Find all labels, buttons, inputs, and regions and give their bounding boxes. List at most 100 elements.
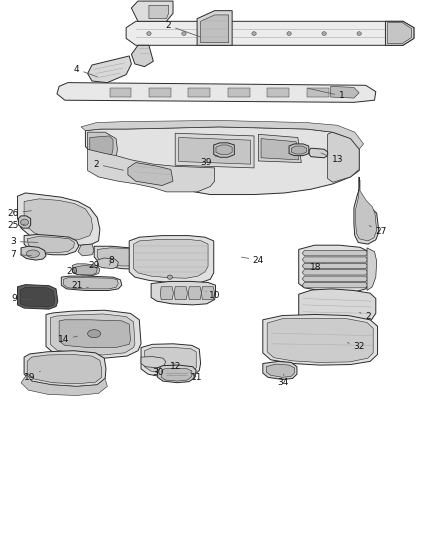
Text: 20: 20	[67, 268, 83, 276]
Polygon shape	[263, 361, 297, 379]
Polygon shape	[88, 149, 215, 192]
Polygon shape	[267, 88, 289, 97]
Text: 29: 29	[88, 261, 104, 270]
Text: 3: 3	[10, 237, 38, 246]
Text: 12: 12	[170, 362, 181, 371]
Polygon shape	[263, 314, 378, 365]
Polygon shape	[18, 216, 31, 228]
Polygon shape	[158, 365, 196, 383]
Polygon shape	[131, 45, 153, 67]
Polygon shape	[131, 1, 173, 21]
Text: 1: 1	[308, 88, 345, 100]
Text: 2: 2	[94, 160, 124, 170]
Polygon shape	[302, 282, 368, 288]
Polygon shape	[145, 348, 196, 375]
Polygon shape	[331, 86, 359, 98]
Polygon shape	[27, 237, 74, 253]
Polygon shape	[388, 22, 412, 44]
Text: 39: 39	[200, 155, 218, 167]
Polygon shape	[24, 199, 93, 239]
Polygon shape	[134, 239, 208, 278]
Text: 27: 27	[369, 225, 387, 236]
Text: 11: 11	[191, 373, 203, 382]
Polygon shape	[126, 21, 414, 45]
Polygon shape	[94, 246, 152, 269]
Text: 13: 13	[321, 153, 343, 164]
Polygon shape	[367, 248, 377, 290]
Ellipse shape	[357, 31, 361, 35]
Polygon shape	[88, 56, 131, 83]
Polygon shape	[385, 21, 414, 45]
Text: 34: 34	[277, 374, 288, 387]
Polygon shape	[302, 263, 368, 269]
Polygon shape	[59, 320, 131, 348]
Polygon shape	[97, 248, 148, 266]
Polygon shape	[289, 144, 309, 156]
Polygon shape	[97, 258, 118, 269]
Polygon shape	[85, 127, 359, 195]
Ellipse shape	[252, 31, 256, 35]
Polygon shape	[302, 251, 368, 256]
Polygon shape	[149, 5, 169, 19]
Polygon shape	[354, 177, 379, 244]
Polygon shape	[201, 287, 215, 300]
Text: 14: 14	[58, 335, 78, 344]
Polygon shape	[64, 278, 118, 289]
Polygon shape	[188, 88, 210, 97]
Polygon shape	[18, 193, 100, 245]
Polygon shape	[197, 11, 232, 45]
Polygon shape	[57, 83, 376, 102]
Text: 26: 26	[7, 209, 32, 217]
Polygon shape	[258, 134, 301, 163]
Ellipse shape	[26, 250, 39, 257]
Polygon shape	[216, 145, 232, 155]
Text: 24: 24	[241, 256, 264, 264]
Ellipse shape	[88, 329, 101, 338]
Text: 2: 2	[166, 21, 200, 37]
Polygon shape	[24, 235, 79, 255]
Polygon shape	[129, 236, 214, 284]
Polygon shape	[74, 265, 97, 275]
Polygon shape	[141, 357, 166, 368]
Polygon shape	[174, 287, 187, 300]
Polygon shape	[61, 276, 122, 290]
Text: 21: 21	[71, 281, 88, 289]
Text: 4: 4	[74, 65, 97, 77]
Polygon shape	[72, 264, 100, 276]
Ellipse shape	[182, 31, 186, 35]
Polygon shape	[261, 139, 299, 160]
Ellipse shape	[167, 275, 173, 279]
Polygon shape	[90, 136, 113, 155]
Text: 19: 19	[24, 371, 40, 382]
Polygon shape	[81, 120, 364, 149]
Polygon shape	[18, 285, 58, 309]
Polygon shape	[149, 88, 171, 97]
Polygon shape	[21, 246, 46, 260]
Text: 7: 7	[10, 250, 32, 259]
Ellipse shape	[147, 31, 151, 35]
Polygon shape	[328, 132, 359, 182]
Polygon shape	[78, 244, 94, 256]
Polygon shape	[267, 318, 373, 362]
Polygon shape	[302, 270, 368, 275]
Ellipse shape	[287, 31, 291, 35]
Polygon shape	[356, 180, 377, 241]
Polygon shape	[302, 276, 368, 281]
Polygon shape	[50, 314, 135, 355]
Polygon shape	[228, 88, 250, 97]
Polygon shape	[141, 344, 201, 378]
Polygon shape	[214, 143, 234, 157]
Polygon shape	[160, 287, 173, 300]
Text: 2: 2	[360, 312, 371, 321]
Ellipse shape	[322, 31, 326, 35]
Polygon shape	[21, 374, 107, 395]
Polygon shape	[110, 88, 131, 97]
Polygon shape	[175, 133, 254, 168]
Polygon shape	[179, 138, 251, 164]
Polygon shape	[266, 364, 294, 377]
Polygon shape	[309, 148, 328, 158]
Text: 8: 8	[109, 256, 115, 265]
Text: 18: 18	[310, 263, 324, 272]
Polygon shape	[188, 287, 201, 300]
Polygon shape	[27, 354, 102, 384]
